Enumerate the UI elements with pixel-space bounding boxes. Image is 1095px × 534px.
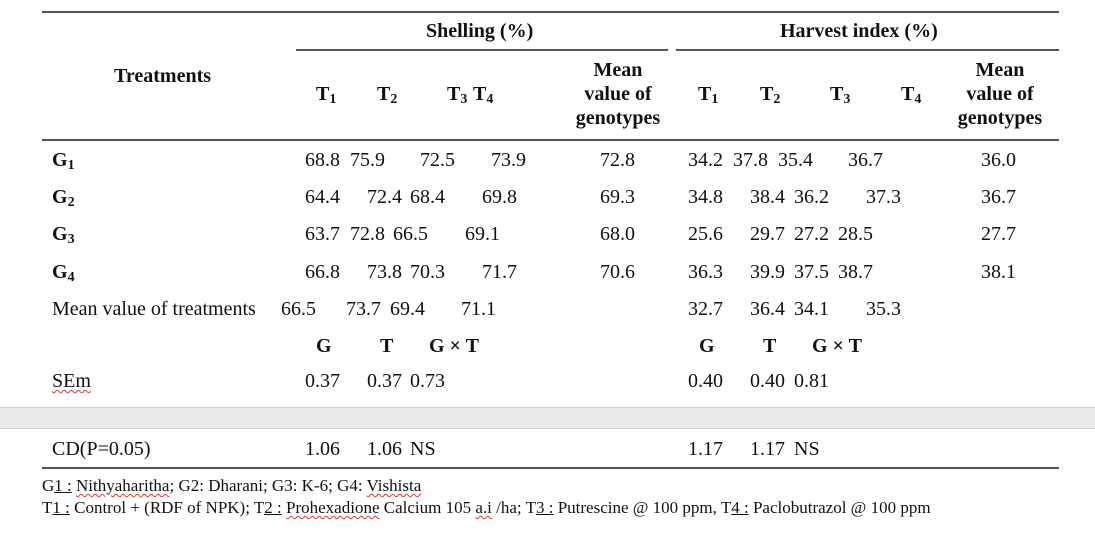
sem-label: SEm bbox=[52, 370, 91, 392]
shelling-t4-header: T4 bbox=[473, 83, 494, 107]
treatments-header: Treatments bbox=[114, 65, 212, 87]
cd-harvest-gxt: NS bbox=[794, 438, 820, 460]
harvest-t1-value: 36.3 bbox=[688, 261, 723, 283]
harvest-t3-mean: 34.1 bbox=[794, 298, 829, 320]
shelling-t4-value: 73.9 bbox=[491, 149, 526, 171]
shelling-t4-value: 69.8 bbox=[482, 186, 517, 208]
harvest-t4-value: 28.5 bbox=[838, 223, 873, 245]
shelling-t1-mean: 66.5 bbox=[281, 298, 316, 320]
stat-t-header: T bbox=[763, 335, 777, 357]
genotype-label: G4 bbox=[52, 261, 75, 285]
harvest-t4-value: 38.7 bbox=[838, 261, 873, 283]
table-bottom-rule bbox=[42, 467, 1059, 469]
header-bottom-rule bbox=[42, 139, 1059, 141]
shelling-t1-value: 68.8 bbox=[305, 149, 340, 171]
harvest-t4-value: 36.7 bbox=[848, 149, 883, 171]
shelling-t2-value: 72.4 bbox=[367, 186, 402, 208]
harvest-t1-value: 34.2 bbox=[688, 149, 723, 171]
harvest-t1-header: T1 bbox=[698, 83, 719, 107]
shelling-t1-header: T1 bbox=[316, 83, 337, 107]
harvest-index-header: Harvest index (%) bbox=[780, 20, 938, 42]
shelling-t3-value: 68.4 bbox=[410, 186, 445, 208]
shelling-mean-value: 72.8 bbox=[600, 149, 635, 171]
shelling-t4-mean: 71.1 bbox=[461, 298, 496, 320]
harvest-t4-value: 37.3 bbox=[866, 186, 901, 208]
shelling-t2-value: 73.8 bbox=[367, 261, 402, 283]
harvest-t2-value: 39.9 bbox=[750, 261, 785, 283]
harvest-t4-mean: 35.3 bbox=[866, 298, 901, 320]
harvest-t2-header: T2 bbox=[760, 83, 781, 107]
cd-harvest-g: 1.17 bbox=[688, 438, 723, 460]
harvest-t2-mean: 36.4 bbox=[750, 298, 785, 320]
harvest-t3-value: 36.2 bbox=[794, 186, 829, 208]
shelling-t3-mean: 69.4 bbox=[390, 298, 425, 320]
harvest-mean-value: 27.7 bbox=[981, 223, 1016, 245]
shelling-mean-value: 70.6 bbox=[600, 261, 635, 283]
sem-harvest-gxt: 0.81 bbox=[794, 370, 829, 392]
shelling-t2-value: 72.8 bbox=[350, 223, 385, 245]
shelling-t4-value: 69.1 bbox=[465, 223, 500, 245]
sem-shelling-g: 0.37 bbox=[305, 370, 340, 392]
shelling-t3-value: 72.5 bbox=[420, 149, 455, 171]
cd-shelling-gxt: NS bbox=[410, 438, 436, 460]
harvest-t1-value: 25.6 bbox=[688, 223, 723, 245]
harvest-t2-value: 37.8 bbox=[733, 149, 768, 171]
cd-shelling-g: 1.06 bbox=[305, 438, 340, 460]
harvest-group-rule bbox=[676, 49, 1059, 51]
cd-shelling-t: 1.06 bbox=[367, 438, 402, 460]
shelling-t3-value: 66.5 bbox=[393, 223, 428, 245]
stat-t-header: T bbox=[380, 335, 394, 357]
shelling-mean-value: 68.0 bbox=[600, 223, 635, 245]
shelling-header: Shelling (%) bbox=[426, 20, 534, 42]
row-separator-band bbox=[0, 407, 1095, 429]
shelling-group-rule bbox=[296, 49, 668, 51]
mean-treatments-label: Mean value of treatments bbox=[52, 298, 256, 320]
harvest-mean-value: 38.1 bbox=[981, 261, 1016, 283]
shelling-t2-mean: 73.7 bbox=[346, 298, 381, 320]
harvest-t3-header: T3 bbox=[830, 83, 851, 107]
harvest-t3-value: 35.4 bbox=[778, 149, 813, 171]
sem-shelling-t: 0.37 bbox=[367, 370, 402, 392]
shelling-t1-value: 66.8 bbox=[305, 261, 340, 283]
shelling-t4-value: 71.7 bbox=[482, 261, 517, 283]
cd-harvest-t: 1.17 bbox=[750, 438, 785, 460]
stat-g-header: G bbox=[316, 335, 332, 357]
table-top-rule bbox=[42, 11, 1059, 13]
harvest-t1-mean: 32.7 bbox=[688, 298, 723, 320]
shelling-mean-value: 69.3 bbox=[600, 186, 635, 208]
stat-gxt-header: G × T bbox=[429, 335, 479, 357]
shelling-t2-value: 75.9 bbox=[350, 149, 385, 171]
cd-label: CD(P=0.05) bbox=[52, 438, 151, 460]
harvest-mean-header: Mean value of genotypes bbox=[957, 59, 1043, 129]
shelling-t1-value: 63.7 bbox=[305, 223, 340, 245]
shelling-t3-value: 70.3 bbox=[410, 261, 445, 283]
shelling-t2-header: T2 bbox=[377, 83, 398, 107]
shelling-mean-header: Mean value of genotypes bbox=[575, 59, 661, 129]
harvest-t3-value: 37.5 bbox=[794, 261, 829, 283]
genotype-label: G1 bbox=[52, 149, 75, 173]
harvest-t4-header: T4 bbox=[901, 83, 922, 107]
shelling-t3-header: T3 bbox=[447, 83, 468, 107]
harvest-t2-value: 38.4 bbox=[750, 186, 785, 208]
stat-g-header: G bbox=[699, 335, 715, 357]
treatment-footnote: T1 : Control + (RDF of NPK); T2 : Prohex… bbox=[42, 498, 931, 517]
harvest-t3-value: 27.2 bbox=[794, 223, 829, 245]
harvest-t1-value: 34.8 bbox=[688, 186, 723, 208]
genotype-label: G2 bbox=[52, 186, 75, 210]
shelling-t1-value: 64.4 bbox=[305, 186, 340, 208]
harvest-t2-value: 29.7 bbox=[750, 223, 785, 245]
sem-shelling-gxt: 0.73 bbox=[410, 370, 445, 392]
sem-harvest-g: 0.40 bbox=[688, 370, 723, 392]
harvest-mean-value: 36.7 bbox=[981, 186, 1016, 208]
harvest-mean-value: 36.0 bbox=[981, 149, 1016, 171]
genotype-footnote: G1 : Nithyaharitha; G2: Dharani; G3: K-6… bbox=[42, 476, 422, 495]
genotype-label: G3 bbox=[52, 223, 75, 247]
stat-gxt-header: G × T bbox=[812, 335, 862, 357]
sem-harvest-t: 0.40 bbox=[750, 370, 785, 392]
